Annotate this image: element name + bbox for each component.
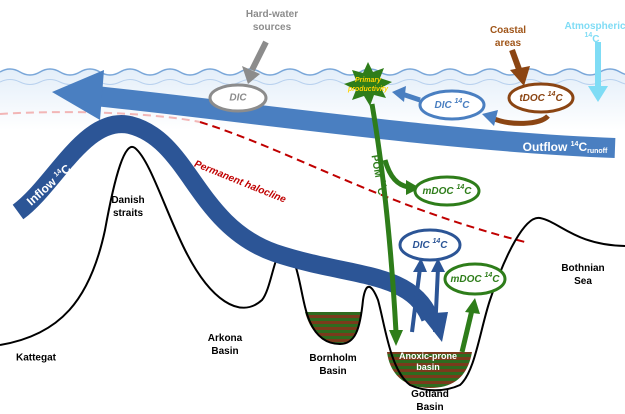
outflow-arrowhead <box>52 70 104 120</box>
text: straits <box>113 208 143 219</box>
dic-to-primary-arrow <box>401 91 421 103</box>
text: Basin <box>416 402 443 413</box>
text: Atmospheric <box>564 21 625 32</box>
text: DIC <box>412 240 430 251</box>
deep-mdoc-label: mDOC 14C <box>451 272 501 284</box>
arrowhead <box>465 298 480 314</box>
text: C <box>375 187 387 196</box>
text: 14 <box>454 98 462 105</box>
tdoc-label: tDOC 14C <box>519 91 563 103</box>
text: areas <box>495 38 522 49</box>
arrowhead <box>413 258 427 272</box>
text: Gotland <box>411 389 449 400</box>
arrowhead <box>588 86 608 102</box>
text: Primary <box>355 77 382 84</box>
text: Coastal <box>490 25 526 36</box>
text: tDOC <box>519 93 545 104</box>
outflow-arrow <box>93 86 616 158</box>
place-label: Bornholm Basin <box>309 353 356 377</box>
text: C <box>492 274 500 285</box>
text: 14 <box>548 91 556 98</box>
arrowhead <box>389 330 403 346</box>
arrowhead <box>406 180 420 195</box>
text: Sea <box>574 276 592 287</box>
text: Bornholm <box>309 353 356 364</box>
text: 14 <box>484 272 492 279</box>
seafloor <box>0 145 625 392</box>
primary-productivity-star <box>344 62 392 106</box>
pom-to-mdoc-arrow <box>382 159 409 190</box>
text: POM <box>369 154 384 178</box>
text: Arkona <box>208 333 243 344</box>
text: C <box>440 240 448 251</box>
hard-water-arrow <box>249 40 269 72</box>
text: 14 <box>571 141 579 148</box>
halocline-line <box>199 121 526 243</box>
anoxic-label: Anoxic-prone basin <box>399 351 457 372</box>
text: Outflow <box>523 140 568 154</box>
arrowhead <box>510 66 530 86</box>
text: 14 <box>53 168 64 178</box>
tdoc-to-dic-arrow <box>490 114 550 126</box>
place-label: Danish straits <box>111 195 144 219</box>
pom-arrow <box>369 103 399 333</box>
deep-dic-ellipse <box>398 228 462 262</box>
place-label: Kattegat <box>16 353 57 364</box>
dic-label: DIC <box>229 93 247 104</box>
wave-line <box>0 79 625 85</box>
inflow-arrow <box>12 115 439 322</box>
text: sources <box>253 22 292 33</box>
place-label: Arkona Basin <box>208 333 243 357</box>
coastal-label: Coastal areas <box>490 25 526 49</box>
text: 14 <box>379 179 387 188</box>
text: 14 <box>456 184 464 191</box>
text: runoff <box>587 148 608 155</box>
primary-label: Primary productivity <box>347 77 389 93</box>
place-label: Bothnian Sea <box>561 263 604 287</box>
text: mDOC <box>451 274 483 285</box>
arrowhead <box>392 86 406 102</box>
dic-ellipse <box>208 83 268 113</box>
sediment-to-mdoc-arrow <box>459 309 475 353</box>
basin-to-dic-arrow <box>410 267 422 333</box>
text: mDOC <box>423 186 455 197</box>
arrowhead <box>431 258 445 272</box>
text: productivity <box>347 86 389 93</box>
text: DIC <box>434 100 452 111</box>
arrowhead <box>482 110 498 126</box>
text: C <box>592 34 599 45</box>
text: Basin <box>319 366 346 377</box>
text: Hard-water <box>246 9 298 20</box>
deep-dic-label: DIC 14C <box>412 238 448 250</box>
dic14-ellipse <box>418 89 486 121</box>
text: C <box>578 140 587 154</box>
dic14-label: DIC 14C <box>434 98 470 110</box>
text: C <box>555 93 563 104</box>
text: C <box>462 100 470 111</box>
text: Basin <box>211 346 238 357</box>
text: 14 <box>432 238 440 245</box>
deep-mdoc-ellipse <box>443 262 507 296</box>
text: Danish <box>111 195 144 206</box>
text: 14 <box>584 32 592 39</box>
basin-to-dic-arrow <box>433 267 440 333</box>
tdoc-ellipse <box>507 82 575 114</box>
arrowhead <box>242 66 260 84</box>
place-label: Gotland Basin <box>411 389 449 413</box>
wave-line <box>0 68 625 76</box>
pom-label: POM 14C <box>369 154 388 196</box>
text: Bothnian <box>561 263 604 274</box>
gotland-sediment <box>387 352 472 388</box>
hard-water-label: Hard-water sources <box>246 9 298 33</box>
text: Anoxic-prone <box>399 351 457 361</box>
text: basin <box>416 362 440 372</box>
mdoc-ellipse <box>413 175 481 207</box>
atmospheric-label: Atmospheric 14C <box>564 21 625 45</box>
text: C <box>464 186 472 197</box>
outflow-label: Outflow 14Crunoff <box>523 140 608 155</box>
mdoc-label: mDOC 14C <box>423 184 473 196</box>
